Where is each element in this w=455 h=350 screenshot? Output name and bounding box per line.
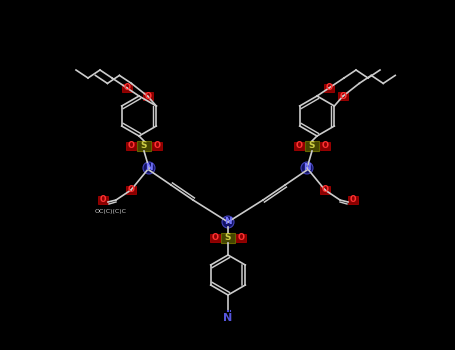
Bar bbox=[236, 234, 246, 242]
Bar bbox=[320, 142, 330, 150]
Bar bbox=[320, 186, 330, 194]
Circle shape bbox=[301, 162, 313, 174]
Circle shape bbox=[143, 162, 155, 174]
Text: O: O bbox=[100, 196, 106, 204]
Bar bbox=[338, 92, 348, 100]
Text: O: O bbox=[238, 233, 244, 243]
Text: O: O bbox=[127, 141, 135, 150]
Bar bbox=[221, 233, 235, 243]
Text: O: O bbox=[295, 141, 303, 150]
Text: O: O bbox=[350, 196, 356, 204]
Bar bbox=[305, 141, 319, 151]
Text: N: N bbox=[224, 217, 232, 226]
Text: O: O bbox=[144, 92, 152, 101]
Text: O: O bbox=[322, 141, 329, 150]
Bar bbox=[210, 234, 220, 242]
Bar bbox=[348, 196, 358, 204]
Text: S: S bbox=[309, 141, 315, 150]
Bar bbox=[98, 196, 108, 204]
Text: OC(C)(C)C: OC(C)(C)C bbox=[95, 210, 127, 215]
Text: O: O bbox=[212, 233, 218, 243]
Text: O: O bbox=[127, 186, 135, 195]
Bar bbox=[143, 92, 153, 100]
Text: N: N bbox=[223, 313, 233, 323]
Circle shape bbox=[222, 216, 234, 228]
Text: O: O bbox=[339, 92, 346, 101]
Text: O: O bbox=[322, 186, 329, 195]
Text: N: N bbox=[303, 163, 311, 173]
Text: O: O bbox=[325, 84, 333, 92]
Text: N: N bbox=[145, 163, 153, 173]
Text: O: O bbox=[123, 84, 131, 92]
Bar bbox=[137, 141, 151, 151]
Bar bbox=[324, 84, 334, 92]
Bar bbox=[126, 186, 136, 194]
Text: S: S bbox=[141, 141, 147, 150]
Bar bbox=[294, 142, 304, 150]
Bar bbox=[152, 142, 162, 150]
Text: S: S bbox=[225, 233, 231, 243]
Text: O: O bbox=[153, 141, 161, 150]
Bar bbox=[122, 84, 132, 92]
Bar bbox=[126, 142, 136, 150]
